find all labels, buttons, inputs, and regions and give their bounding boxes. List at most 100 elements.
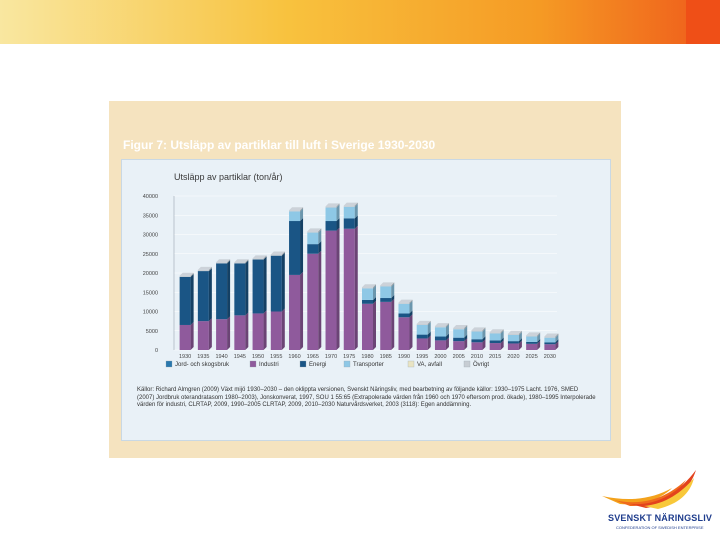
bar-segment-side: [482, 336, 486, 343]
bar-chart: 0 5000 10000 15000 20000 25000 30000 35000 40000…: [143, 194, 559, 368]
bar-segment-side: [245, 312, 249, 350]
bar-segment-side: [300, 207, 304, 212]
legend-swatch: [249, 360, 257, 368]
bar-segment-side: [391, 282, 395, 287]
bar-segment: [270, 311, 282, 350]
bar-segment: [398, 317, 410, 350]
bar-top: [343, 202, 358, 206]
bar-segment-side: [555, 334, 559, 343]
bar-segment: [453, 337, 465, 342]
bar-segment-side: [445, 337, 449, 350]
bar-segment-side: [263, 255, 267, 260]
bar-segment-side: [354, 202, 358, 207]
logo-tagline: CONFEDERATION OF SWEDISH ENTERPRISE: [616, 525, 704, 530]
bar-top: [471, 327, 486, 331]
bar-segment-side: [445, 323, 449, 328]
bar-top: [179, 272, 194, 276]
bar-segment: [507, 334, 519, 342]
bar-top: [270, 251, 285, 255]
bar-segment-side: [373, 296, 376, 304]
bar-segment-side: [445, 324, 449, 337]
bar-segment: [343, 218, 355, 229]
y-tick-label: 25000: [143, 252, 158, 258]
y-tick-label: 10000: [143, 310, 158, 316]
bar-segment: [289, 210, 301, 212]
bar-segment-side: [409, 314, 413, 350]
bar-segment-side: [518, 331, 522, 342]
bar-segment-side: [500, 329, 504, 334]
x-tick-label: 1935: [197, 354, 209, 360]
bar-segment: [197, 321, 209, 350]
bar-segment: [179, 275, 191, 277]
bar-segment-side: [464, 325, 468, 330]
bar-top: [544, 333, 559, 337]
bar-segment-side: [391, 295, 395, 302]
bar-segment-side: [227, 259, 231, 264]
bar-segment-side: [336, 204, 340, 222]
bar-segment-side: [391, 283, 395, 299]
bar-segment: [252, 258, 264, 260]
bar-segment-side: [537, 338, 541, 344]
bar-segment: [234, 315, 246, 350]
y-tick-label: 35000: [143, 213, 158, 219]
bar-segment: [325, 207, 337, 222]
chart-box: Utsläpp av partiklar (ton/år) 0 5000 10000…: [121, 159, 611, 441]
bar-segment: [307, 244, 319, 254]
bar-segment: [216, 262, 228, 264]
bar-segment-side: [300, 218, 304, 275]
bar-segment-side: [336, 218, 340, 231]
bar-segment-side: [482, 339, 486, 350]
x-tick-label: 2030: [544, 354, 556, 360]
bar-segment: [544, 337, 556, 343]
figure-panel: Figur 7: Utsläpp av partiklar till luft …: [109, 101, 621, 458]
bar-segment: [416, 324, 428, 335]
bar-segment: [343, 205, 355, 207]
bar-segment: [434, 327, 446, 337]
x-tick-label: 1980: [361, 354, 373, 360]
legend-swatch: [343, 360, 351, 368]
bar-segment-side: [281, 251, 285, 256]
bar-segment: [343, 228, 355, 350]
bar-segment: [398, 303, 410, 314]
bar-segment: [307, 231, 319, 233]
bar-segment-side: [427, 321, 431, 335]
bar-segment: [398, 313, 410, 318]
legend-swatch: [165, 360, 173, 368]
bar-segment: [471, 339, 483, 343]
bar-segment: [234, 262, 246, 264]
bar-top: [507, 330, 522, 334]
x-tick-label: 1955: [270, 354, 282, 360]
x-tick-label: 1990: [398, 354, 410, 360]
bar-segment-side: [208, 268, 212, 322]
bar-segment: [289, 211, 301, 222]
bar-segment: [362, 299, 373, 304]
bar-top: [526, 332, 541, 336]
bar-segment-side: [190, 272, 194, 277]
bar-segment: [197, 269, 209, 272]
bar-segment: [544, 336, 556, 338]
bar-segment-side: [318, 250, 322, 350]
logo-name: SVENSKT NÄRINGSLIV: [608, 513, 713, 523]
bar-segment: [434, 340, 446, 350]
bar-segment-side: [537, 340, 541, 350]
bar-segment: [270, 255, 282, 312]
bar-segment-side: [518, 330, 522, 335]
bar-segment: [453, 341, 465, 350]
x-tick-label: 1945: [234, 354, 246, 360]
bar-segment-side: [391, 298, 395, 350]
chart-title: Utsläpp av partiklar (ton/år): [174, 172, 283, 182]
bar-segment-side: [263, 310, 267, 350]
svenskt-naringsliv-logo: [602, 470, 696, 509]
bar-segment: [489, 343, 501, 350]
y-tick-label: 20000: [143, 271, 158, 277]
y-tick-label: 15000: [143, 290, 158, 296]
x-tick-label: 2020: [507, 354, 519, 360]
bar-segment-side: [518, 338, 522, 344]
bar-segment: [471, 330, 483, 332]
bar-segment-side: [409, 310, 413, 318]
bar-segment: [398, 302, 410, 304]
bar-top: [434, 323, 449, 327]
legend-label: Jord- och skogsbruk: [175, 362, 230, 368]
bar-segment: [325, 206, 337, 208]
bar-top: [216, 259, 231, 263]
